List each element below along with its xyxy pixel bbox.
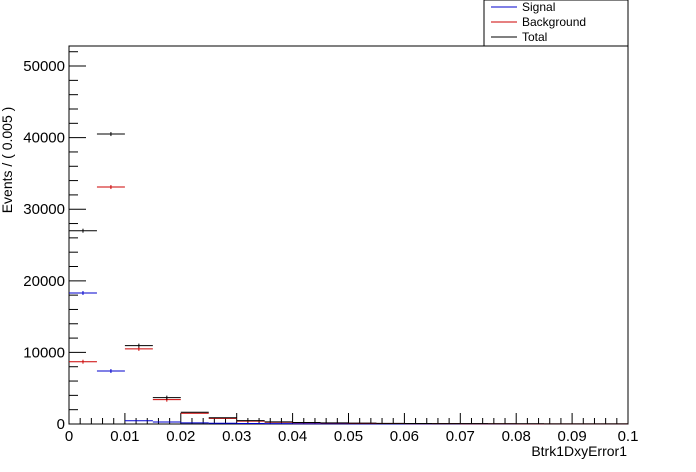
x-tick-label: 0.03 (222, 428, 251, 445)
x-tick-label: 0.01 (110, 428, 139, 445)
y-tick-label: 20000 (23, 273, 65, 290)
x-tick-labels: 0 0.01 0.02 0.03 0.04 0.05 0.06 0.07 0.08 0.09 0.1 (65, 428, 639, 445)
x-tick-label: 0.1 (618, 428, 639, 445)
legend-box (483, 0, 629, 47)
legend-total-label: Total (522, 30, 547, 44)
x-tick-label: 0.06 (390, 428, 419, 445)
legend-signal-label: Signal (522, 0, 555, 14)
x-axis-title: Btrk1DxyError1 (531, 443, 627, 459)
plot-frame (68, 45, 629, 425)
x-tick-label: 0.07 (446, 428, 475, 445)
y-tick-label: 50000 (23, 58, 65, 75)
y-tick-labels: 0 10000 20000 30000 40000 50000 (23, 58, 65, 433)
legend: Signal Background Total (483, 0, 629, 47)
series-background (69, 185, 628, 425)
series-total (69, 132, 628, 425)
x-tick-label: 0.09 (557, 428, 586, 445)
legend-background-label: Background (522, 15, 586, 29)
histogram-bins (69, 132, 628, 425)
x-tick-label: 0.08 (502, 428, 531, 445)
y-tick-label: 10000 (23, 344, 65, 361)
y-tick-label: 40000 (23, 130, 65, 147)
y-tick-label: 30000 (23, 201, 65, 218)
y-axis-title: Events / ( 0.005 ) (0, 107, 15, 214)
series-signal (69, 290, 628, 425)
y-tick-label: 0 (57, 416, 65, 433)
x-tick-label: 0 (65, 428, 73, 445)
x-tick-label: 0.04 (278, 428, 307, 445)
axis-ticks (68, 51, 629, 425)
x-tick-label: 0.05 (334, 428, 363, 445)
x-tick-label: 0.02 (166, 428, 195, 445)
